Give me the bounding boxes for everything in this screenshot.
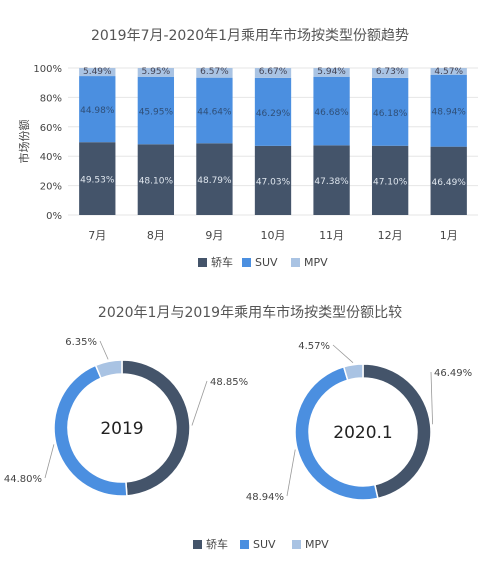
bar-segment	[137, 144, 175, 215]
bar-segment	[137, 68, 175, 77]
bar-data-label: 5.94%	[317, 67, 346, 77]
bar-segment	[137, 76, 175, 145]
bar-segment	[254, 145, 292, 215]
leader-line	[99, 340, 109, 360]
donut-data-label: 6.35%	[65, 337, 97, 348]
bar-data-label: 48.79%	[197, 176, 232, 186]
legend-label: SUV	[255, 256, 278, 269]
pie-chart-title: 2020年1月与2019年乘用车市场按类型份额比较	[98, 304, 402, 321]
y-tick-label: 40%	[40, 152, 62, 163]
bar-data-label: 46.29%	[256, 109, 291, 119]
bar-segment	[313, 76, 350, 146]
bar-data-label: 6.73%	[376, 67, 405, 77]
bar-data-label: 47.03%	[256, 177, 291, 187]
bar-segment	[430, 146, 467, 215]
bar-data-label: 46.68%	[314, 108, 349, 118]
bar-data-label: 47.38%	[314, 177, 349, 187]
bar-segment	[371, 145, 409, 215]
donut-data-label: 44.80%	[4, 474, 42, 485]
bar-segment	[313, 68, 350, 77]
y-axis-label: 市场份额	[17, 120, 31, 164]
donut-data-label: 48.85%	[210, 377, 248, 388]
y-tick-label: 60%	[40, 123, 62, 134]
bar-segment	[79, 142, 116, 215]
donut-data-label: 46.49%	[434, 368, 472, 379]
legend-swatch	[240, 540, 249, 549]
x-tick-label: 11月	[319, 229, 344, 242]
bar-segment	[196, 77, 233, 144]
donut-center-label: 2019	[100, 419, 143, 439]
legend-swatch	[292, 540, 301, 549]
bar-data-label: 48.10%	[139, 177, 174, 187]
x-tick-label: 9月	[205, 229, 223, 242]
legend-label: SUV	[253, 538, 276, 551]
bar-segment	[371, 77, 409, 146]
y-tick-label: 20%	[40, 182, 62, 193]
legend-label: MPV	[304, 256, 328, 269]
legend-label: 轿车	[211, 255, 233, 269]
bar-segment	[196, 143, 233, 215]
x-tick-label: 12月	[378, 229, 403, 242]
leader-line	[191, 380, 208, 426]
bar-data-label: 44.64%	[197, 107, 232, 117]
bar-segment	[430, 74, 467, 147]
x-tick-label: 10月	[261, 229, 286, 242]
bar-chart-title: 2019年7月-2020年1月乘用车市场按类型份额趋势	[91, 27, 409, 44]
legend-swatch	[193, 540, 202, 549]
donut-data-label: 4.57%	[298, 341, 330, 352]
legend-label: MPV	[305, 538, 329, 551]
bar-segment	[196, 68, 233, 78]
bar-data-label: 5.95%	[142, 67, 171, 77]
donut-data-label: 48.94%	[246, 492, 284, 503]
bar-data-label: 48.94%	[432, 108, 467, 118]
bar-data-label: 46.18%	[373, 109, 408, 119]
donut-slice	[342, 363, 364, 382]
y-tick-label: 80%	[40, 93, 62, 104]
bar-segment	[79, 76, 116, 143]
bar-data-label: 46.49%	[432, 178, 467, 188]
y-tick-label: 0%	[46, 211, 62, 222]
y-tick-label: 100%	[33, 64, 62, 75]
leader-line	[286, 449, 296, 497]
x-tick-label: 1月	[440, 229, 458, 242]
bar-segment	[79, 68, 116, 77]
leader-line	[44, 444, 55, 479]
bar-data-label: 49.53%	[80, 176, 115, 186]
bar-segment	[371, 67, 409, 78]
bar-data-label: 6.57%	[200, 67, 229, 77]
x-tick-label: 8月	[147, 229, 165, 242]
legend-swatch	[242, 258, 251, 267]
leader-line	[332, 344, 354, 364]
legend-swatch	[291, 258, 300, 267]
donut-slice	[94, 359, 123, 380]
bar-data-label: 47.10%	[373, 177, 408, 187]
bar-data-label: 44.98%	[80, 106, 115, 116]
x-tick-label: 7月	[88, 229, 106, 242]
bar-data-label: 4.57%	[434, 67, 463, 77]
donut-center-label: 2020.1	[333, 423, 392, 443]
bar-segment	[313, 145, 350, 215]
bar-data-label: 5.49%	[83, 67, 112, 77]
bar-segment	[254, 77, 292, 146]
leader-line	[430, 371, 433, 425]
legend-swatch	[198, 258, 207, 267]
legend-label: 轿车	[206, 537, 228, 551]
bar-data-label: 6.67%	[259, 67, 288, 77]
bar-data-label: 45.95%	[139, 108, 174, 118]
bar-segment	[430, 68, 467, 75]
bar-segment	[254, 68, 292, 78]
